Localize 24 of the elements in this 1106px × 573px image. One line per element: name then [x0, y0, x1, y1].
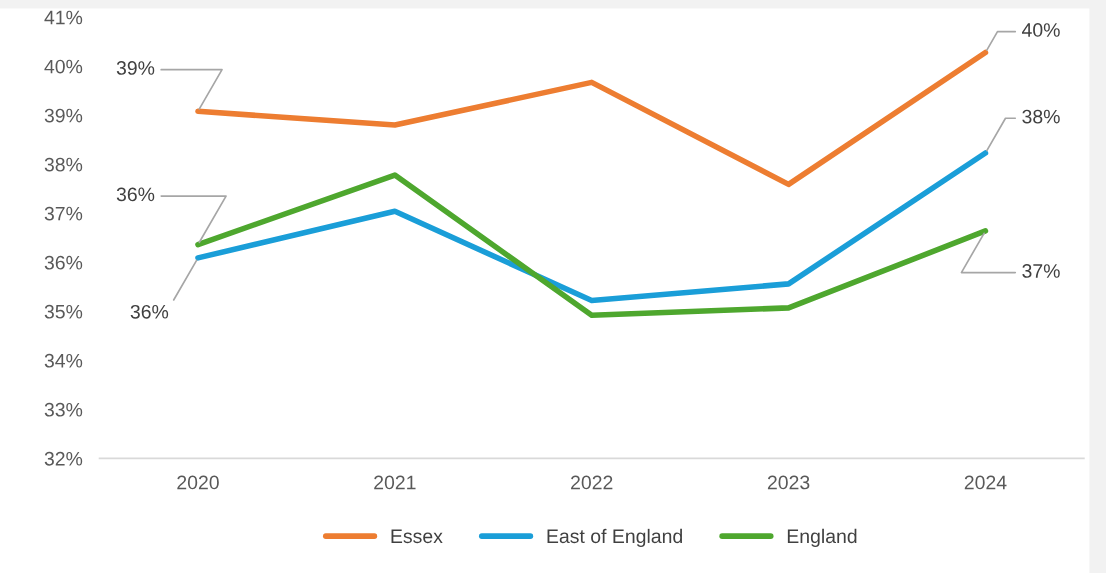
y-tick-label: 37% [44, 206, 83, 221]
data-label: 37% [1022, 264, 1060, 278]
x-tick-label: 2020 [177, 475, 219, 490]
legend-label: East of England [547, 528, 682, 547]
data-label: 36% [130, 304, 169, 319]
data-label: 39% [116, 61, 155, 75]
legend-label: Essex [391, 529, 443, 544]
x-tick-label: 2023 [767, 475, 810, 490]
y-tick-label: 32% [44, 451, 83, 466]
data-label: 36% [116, 187, 155, 202]
y-tick-label: 39% [44, 108, 83, 123]
x-tick-label: 2022 [571, 475, 613, 490]
x-tick-label: 2021 [374, 475, 416, 490]
y-tick-label: 34% [44, 353, 83, 368]
y-tick-label: 40% [44, 59, 83, 74]
y-tick-label: 38% [44, 157, 83, 172]
legend-label: England [787, 528, 857, 547]
data-label: 40% [1021, 23, 1060, 37]
x-tick-label: 2024 [964, 475, 1007, 490]
y-tick-label: 41% [44, 10, 83, 25]
data-label: 38% [1022, 109, 1060, 124]
y-tick-label: 33% [44, 402, 83, 417]
y-tick-label: 35% [44, 304, 83, 319]
y-tick-label: 36% [44, 255, 83, 270]
